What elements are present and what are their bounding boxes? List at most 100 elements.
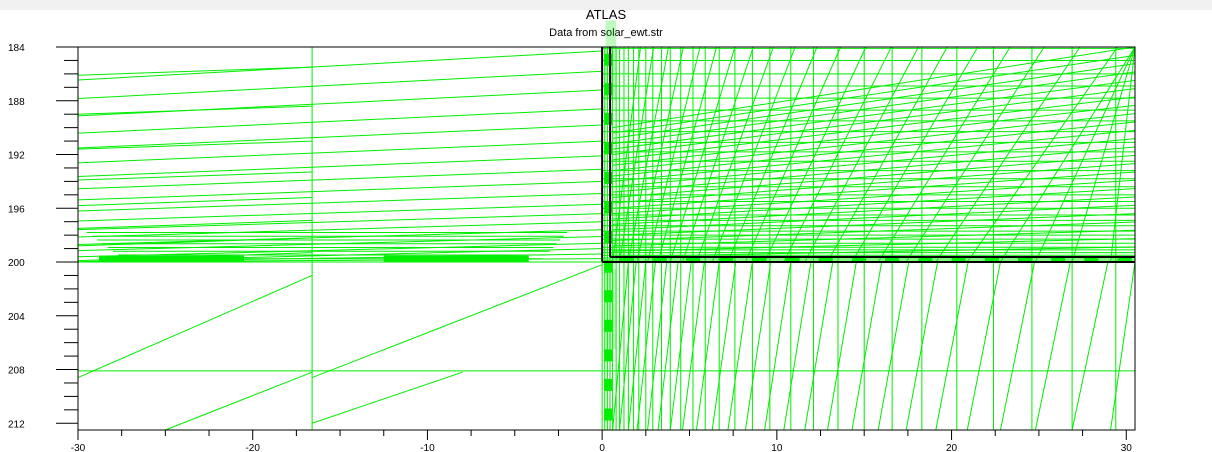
mesh-sweep-line	[77, 50, 603, 81]
mesh-fan-diagonal	[711, 46, 796, 263]
mesh-sweep-line	[77, 155, 603, 177]
mesh-fan-diagonal	[612, 196, 1136, 225]
mesh-fan-diagonal	[612, 71, 1136, 145]
mesh-fan-diagonal	[966, 46, 1118, 263]
mesh-sweep-line	[77, 171, 313, 181]
mesh-fan-diagonal	[727, 46, 818, 263]
x-tick-label: 30	[1121, 443, 1133, 452]
mesh-lower-diagonal	[877, 261, 910, 431]
mesh-fan-diagonal	[612, 88, 1136, 156]
dense-mesh-bar	[604, 290, 613, 303]
mesh-sweep-line	[77, 140, 603, 164]
mesh-fan-diagonal	[612, 54, 1136, 134]
mesh-lower-diagonal	[1034, 261, 1071, 431]
mesh-lower-diagonal	[783, 261, 812, 431]
y-tick-label: 188	[8, 97, 25, 108]
y-tick-label: 204	[8, 312, 25, 323]
mesh-lower-diagonal	[311, 371, 463, 424]
dense-mesh-bar	[951, 257, 966, 262]
mesh-fan-diagonal	[612, 238, 1136, 252]
mesh-fan-diagonal	[612, 96, 1136, 161]
top-band	[0, 0, 1212, 10]
mesh-lower-diagonal	[966, 261, 1001, 431]
mesh-fan-diagonal	[612, 154, 1136, 199]
mesh-lower-diagonal	[77, 274, 313, 379]
mesh-lower-diagonal	[1071, 261, 1109, 431]
dense-mesh-bar	[685, 257, 700, 262]
mesh-fan-diagonal	[612, 104, 1136, 166]
mesh-lower-diagonal	[744, 261, 772, 431]
dense-mesh-bar	[604, 171, 613, 184]
mesh-fan-diagonal	[612, 46, 642, 263]
dense-mesh-bar	[818, 257, 833, 262]
dense-mesh-bar	[604, 319, 613, 332]
y-tick-label: 212	[8, 419, 25, 430]
mesh-fan-diagonal	[612, 113, 1136, 172]
mesh-lower-diagonal	[669, 261, 692, 431]
y-tick-label: 200	[8, 258, 25, 269]
axes: 184 188 192 196 200 204 208 212 -30 -20 -10 0 10 20 30	[8, 43, 1132, 452]
mesh-fan-diagonal	[612, 188, 1136, 220]
mesh-fan-diagonal	[657, 46, 718, 263]
mesh-fan-diagonal	[935, 46, 1081, 263]
mesh-fan-diagonal	[612, 129, 1136, 182]
dense-mesh-bar	[604, 378, 613, 391]
y-tick-label: 208	[8, 366, 25, 377]
dense-mesh-bar	[918, 257, 933, 262]
mesh-lower-diagonal	[711, 261, 737, 431]
y-tick-label: 184	[8, 43, 25, 54]
mesh-lower-diagonal	[935, 261, 969, 431]
mesh-lower-diagonal	[695, 261, 720, 431]
mesh-fan-diagonal	[612, 163, 1136, 204]
dense-mesh-bar	[604, 83, 613, 96]
x-tick-label: 20	[946, 443, 958, 452]
mesh-sweep-line	[77, 168, 603, 190]
mesh-fan-diagonal	[696, 46, 774, 263]
mesh-sweep-line	[77, 197, 313, 207]
dense-mesh-bar	[619, 257, 634, 262]
chart-title: ATLAS	[585, 7, 627, 22]
mesh-fan-diagonal	[1034, 46, 1136, 263]
mesh-sweep-line	[77, 219, 313, 229]
dense-mesh-bar	[604, 142, 613, 155]
mesh-lower-diagonal	[764, 261, 792, 431]
mesh-lower-diagonal	[804, 261, 834, 431]
mesh-fan-diagonal	[619, 46, 655, 263]
mesh-fan-diagonal	[612, 79, 1136, 150]
plot-frame	[77, 46, 1136, 431]
mesh-lower-diagonal	[657, 261, 679, 431]
mesh-fan-diagonal	[612, 46, 1136, 129]
mesh-lower-diagonal	[647, 261, 668, 431]
mesh-lower-diagonal	[311, 264, 603, 379]
mesh-sweep-line	[77, 203, 603, 222]
mesh-fan-diagonal	[612, 229, 1136, 247]
mesh-fan-diagonal	[612, 246, 1136, 258]
x-tick-label: -10	[420, 443, 435, 452]
mesh-fan-diagonal	[627, 46, 670, 263]
mesh-sweep-line	[77, 140, 313, 150]
y-tick-label: 196	[8, 204, 25, 215]
mesh-lower-diagonal	[905, 261, 939, 431]
dense-mesh-bar	[98, 255, 244, 262]
x-tick-label: -30	[71, 443, 86, 452]
dense-mesh-bar	[383, 255, 529, 262]
dense-mesh-bar	[785, 257, 800, 262]
mesh-fan-diagonal	[612, 213, 1136, 236]
mesh-fan-diagonal	[827, 46, 948, 263]
dense-mesh-bar	[604, 231, 613, 244]
mesh-lower-diagonal	[627, 261, 647, 431]
mesh-sweep-line	[77, 105, 313, 115]
mesh-sweep-line	[77, 70, 603, 100]
dense-mesh-bar	[604, 408, 613, 421]
dense-mesh-bar	[851, 257, 866, 262]
mesh-lower-diagonal	[636, 261, 656, 431]
x-tick-label: 10	[771, 443, 783, 452]
dense-mesh-bar	[604, 53, 613, 66]
mesh-sweep-line	[77, 180, 603, 201]
chart-subtitle: Data from solar_ewt.str	[549, 27, 663, 39]
dense-mesh-bar	[1084, 257, 1099, 262]
mesh-fan-diagonal	[612, 204, 1136, 231]
dense-mesh-bar	[984, 257, 999, 262]
mesh-lower-diagonal	[727, 261, 753, 431]
